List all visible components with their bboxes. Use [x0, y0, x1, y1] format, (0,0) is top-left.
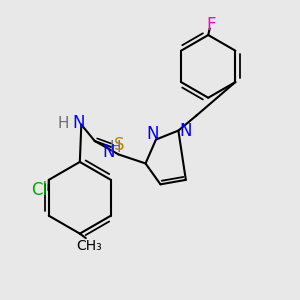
Text: Cl: Cl: [32, 181, 48, 199]
Text: N: N: [72, 114, 85, 132]
Text: S: S: [114, 136, 125, 154]
Text: H: H: [58, 116, 69, 130]
Text: F: F: [206, 16, 216, 34]
Text: N: N: [147, 124, 159, 142]
Text: H: H: [110, 140, 122, 154]
Text: N: N: [180, 122, 192, 140]
Text: CH₃: CH₃: [76, 238, 102, 253]
Text: N: N: [102, 143, 114, 161]
